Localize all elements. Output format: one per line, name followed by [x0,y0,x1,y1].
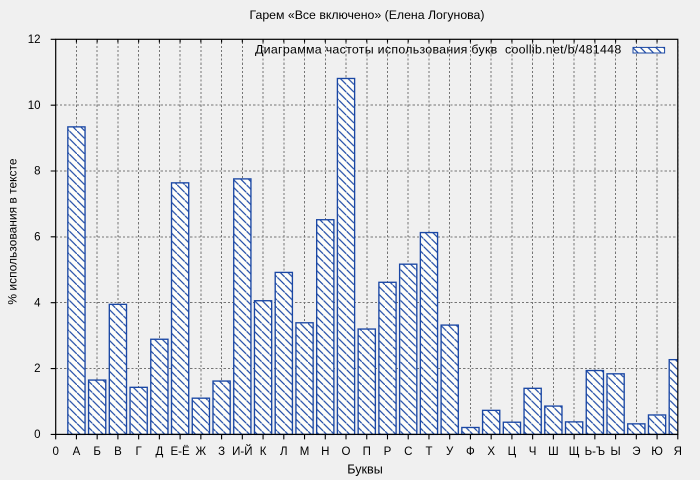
svg-text:Б: Б [93,446,101,458]
svg-text:12: 12 [28,34,41,46]
svg-text:Г: Г [136,446,143,458]
svg-text:Буквы: Буквы [347,463,383,477]
svg-text:Е-Ё: Е-Ё [171,446,191,458]
svg-text:Гарем «Все включено» (Елена Ло: Гарем «Все включено» (Елена Логунова) [250,8,485,22]
svg-text:Ш: Ш [548,446,559,458]
svg-text:0: 0 [34,429,40,441]
svg-text:Ж: Ж [196,446,207,458]
svg-text:К: К [260,446,267,458]
svg-text:8: 8 [34,166,40,178]
svg-text:Н: Н [321,446,329,458]
svg-text:М: М [300,446,310,458]
svg-text:Д: Д [155,446,163,458]
svg-text:Ю: Ю [651,446,663,458]
svg-text:% использования в тексте: % использования в тексте [6,158,20,304]
svg-text:Т: Т [425,446,432,458]
svg-text:Ч: Ч [529,446,537,458]
svg-text:Х: Х [487,446,495,458]
svg-text:10: 10 [28,100,41,112]
svg-text:Диаграмма частоты использовани: Диаграмма частоты использования букв coo… [255,43,621,57]
svg-text:Я: Я [674,446,682,458]
svg-text:2: 2 [34,363,40,375]
svg-text:У: У [446,446,454,458]
svg-text:В: В [114,446,122,458]
svg-text:Ь-Ъ: Ь-Ъ [585,446,605,458]
svg-text:Ы: Ы [610,446,620,458]
svg-text:И-Й: И-Й [232,445,252,458]
svg-text:З: З [218,446,225,458]
svg-text:Р: Р [384,446,392,458]
svg-text:А: А [73,446,81,458]
svg-text:Ц: Ц [508,446,517,458]
svg-text:Л: Л [280,446,288,458]
svg-text:П: П [363,446,371,458]
svg-text:С: С [404,446,412,458]
svg-text:0: 0 [52,446,58,458]
svg-text:Э: Э [632,446,640,458]
svg-text:Щ: Щ [569,446,580,458]
svg-text:4: 4 [34,297,41,309]
svg-text:6: 6 [34,231,40,243]
svg-text:О: О [342,446,351,458]
svg-text:Ф: Ф [466,446,475,458]
